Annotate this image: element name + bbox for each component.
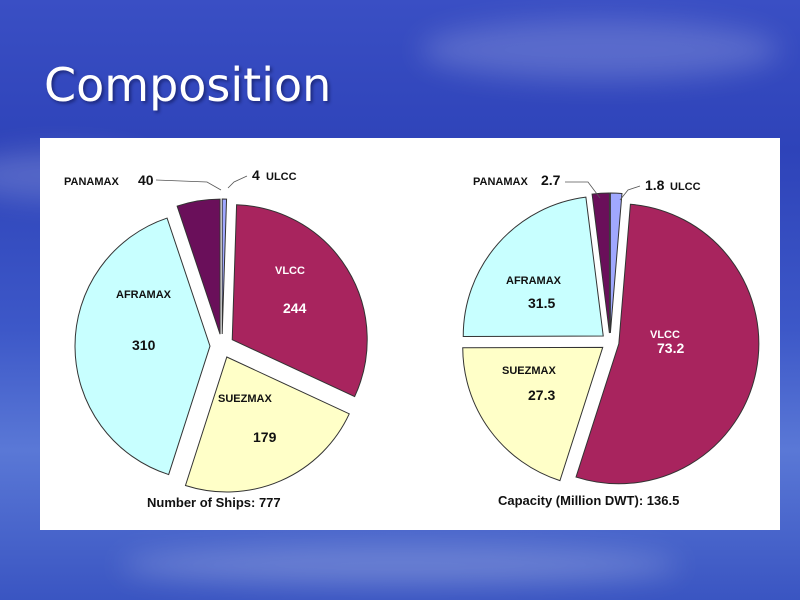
- leader-line-ulcc: [227, 175, 248, 189]
- pie-slice-ulcc-cap: [609, 192, 623, 334]
- value-aframax-cap: 31.5: [528, 295, 555, 311]
- value-ulcc: 4: [252, 167, 260, 183]
- value-ulcc-cap: 1.8: [645, 177, 665, 193]
- pie-charts: PANAMAX 40 4 ULCC VLCC 244 SUEZMAX 179 A…: [64, 167, 760, 510]
- pie-slice-panamax-cap: [591, 192, 610, 334]
- label-ulcc-cap: ULCC: [670, 181, 701, 193]
- pie-chart-ships: PANAMAX 40 4 ULCC VLCC 244 SUEZMAX 179 A…: [64, 167, 368, 510]
- value-vlcc-cap: 73.2: [657, 340, 684, 356]
- leader-line-ulcc-cap: [619, 185, 641, 201]
- label-aframax-cap: AFRAMAX: [506, 275, 562, 287]
- pie-slice-suezmax: [184, 356, 350, 493]
- chart-panel: PANAMAX 40 4 ULCC VLCC 244 SUEZMAX 179 A…: [40, 138, 780, 530]
- pie-slice-vlcc: [231, 204, 368, 398]
- pie-slice-panamax: [176, 198, 221, 335]
- pie-slice-suezmax-cap: [462, 346, 604, 482]
- label-suezmax: SUEZMAX: [218, 393, 272, 405]
- pie-slice-ulcc: [221, 198, 228, 335]
- pie-slice-aframax-cap: [462, 196, 604, 338]
- value-panamax-cap: 2.7: [541, 172, 561, 188]
- label-vlcc: VLCC: [275, 265, 305, 277]
- pie-chart-capacity: PANAMAX 2.7 1.8 ULCC AFRAMAX 31.5 SUEZMA…: [462, 172, 760, 508]
- caption-capacity: Capacity (Million DWT): 136.5: [498, 493, 679, 508]
- label-vlcc-cap: VLCC: [650, 329, 680, 341]
- pie-slice-vlcc-cap: [575, 203, 760, 485]
- label-panamax-cap: PANAMAX: [473, 176, 528, 188]
- pie-slice-aframax: [74, 217, 211, 476]
- slide-title: Composition: [44, 58, 332, 112]
- value-vlcc: 244: [283, 300, 307, 316]
- caption-ships: Number of Ships: 777: [147, 495, 281, 510]
- value-panamax: 40: [138, 172, 154, 188]
- value-suezmax: 179: [253, 429, 277, 445]
- label-ulcc: ULCC: [266, 171, 297, 183]
- label-aframax: AFRAMAX: [116, 289, 172, 301]
- label-suezmax-cap: SUEZMAX: [502, 365, 556, 377]
- leader-line-panamax-cap: [565, 181, 601, 199]
- value-suezmax-cap: 27.3: [528, 387, 555, 403]
- label-panamax: PANAMAX: [64, 176, 119, 188]
- value-aframax: 310: [132, 337, 156, 353]
- leader-line-panamax: [155, 179, 222, 191]
